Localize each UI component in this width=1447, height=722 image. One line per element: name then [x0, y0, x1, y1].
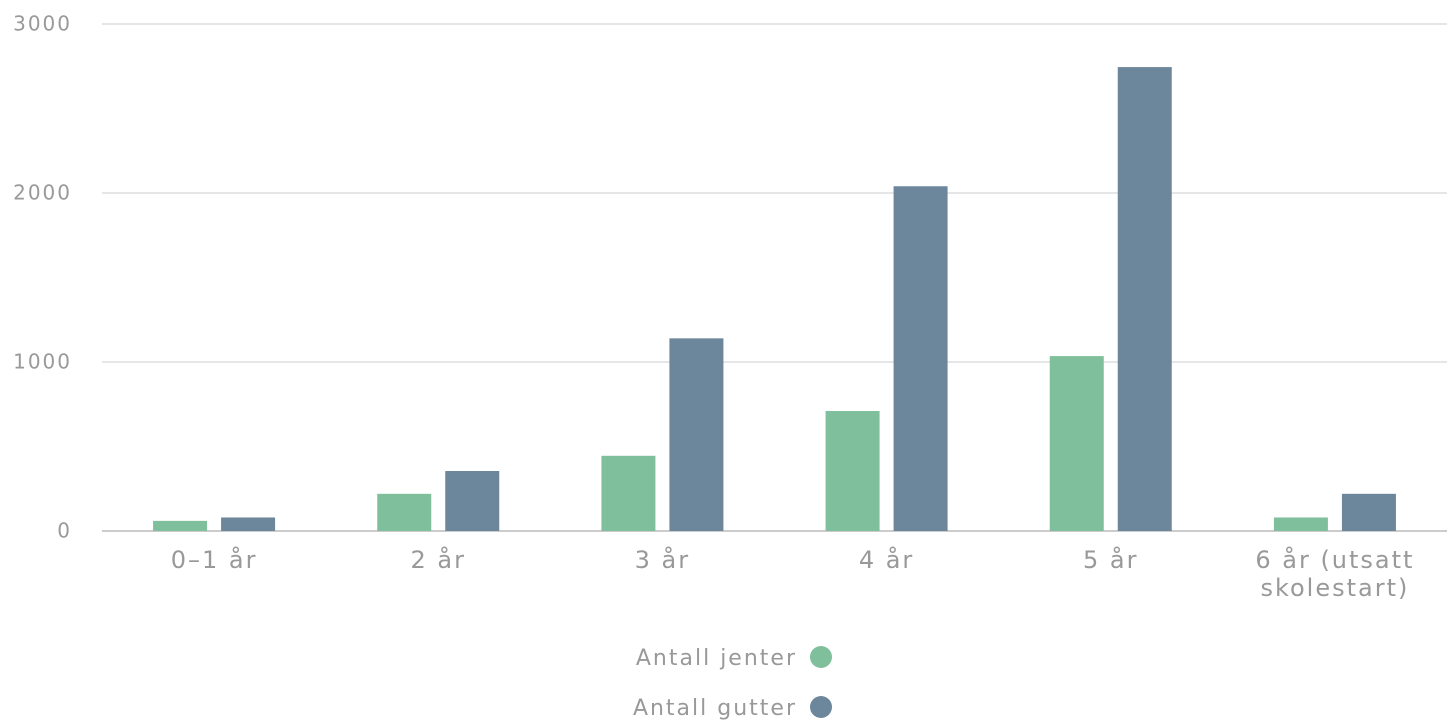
bar: [1341, 493, 1396, 531]
bar: [825, 411, 880, 531]
legend-label: Antall jenter: [636, 646, 797, 671]
bar: [377, 493, 432, 531]
y-tick-label: 3000: [13, 12, 72, 36]
legend-swatch: [810, 646, 832, 668]
y-tick-label: 1000: [13, 350, 72, 374]
x-tick-label: 5 år: [1083, 546, 1139, 574]
x-tick-label: 0–1 år: [170, 546, 258, 574]
bar: [1273, 517, 1328, 531]
bar: [445, 471, 500, 531]
x-tick-label: 4 år: [858, 546, 915, 574]
bar: [669, 338, 724, 531]
bar: [893, 186, 948, 532]
bar: [153, 520, 208, 531]
x-tick-label: 6 år (utsatt skolestart): [1255, 546, 1415, 602]
bar: [221, 517, 276, 531]
x-tick-label: 3 år: [634, 546, 691, 574]
x-tick-label: 2 år: [410, 546, 466, 574]
y-tick-label: 2000: [13, 181, 72, 205]
y-tick-label: 0: [57, 519, 72, 543]
bar: [1117, 67, 1172, 531]
legend-swatch: [810, 696, 832, 718]
bar: [1049, 356, 1104, 531]
legend-label: Antall gutter: [633, 696, 797, 721]
bar: [601, 455, 656, 531]
